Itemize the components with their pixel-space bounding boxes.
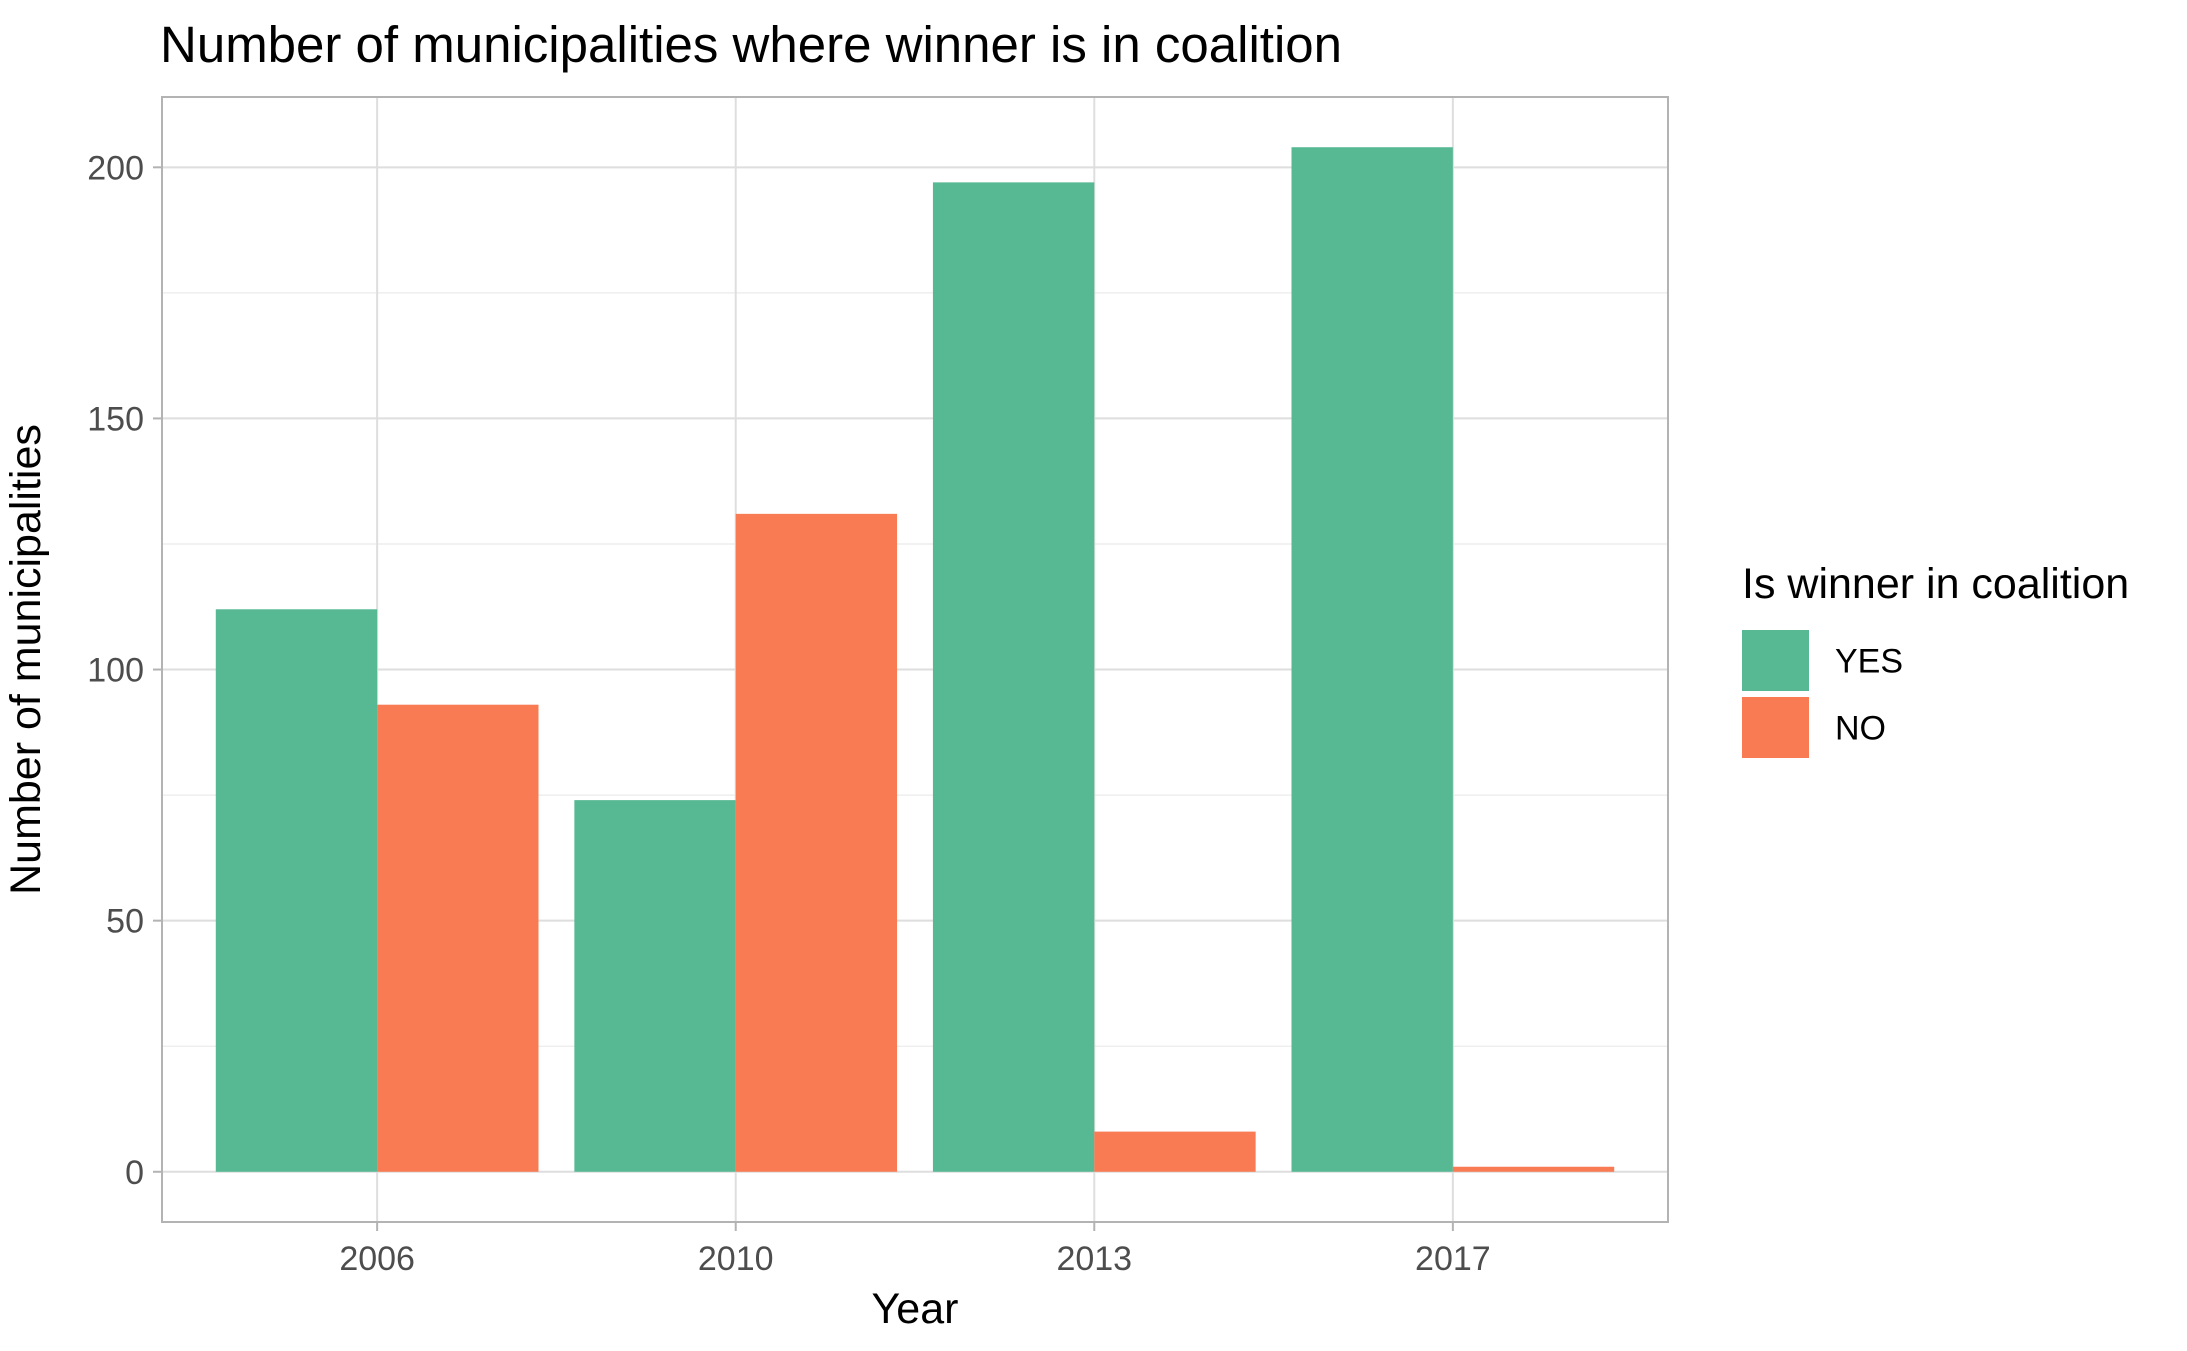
legend-label-no: NO — [1835, 710, 1886, 748]
x-tick-label: 2006 — [339, 1240, 415, 1278]
y-tick-label: 150 — [87, 400, 144, 438]
legend-title: Is winner in coalition — [1742, 560, 2129, 608]
y-tick-label: 200 — [87, 149, 144, 187]
y-tick-label: 0 — [125, 1154, 144, 1192]
bar-yes-2006 — [215, 609, 378, 1172]
bar-no-2013 — [1094, 1131, 1256, 1172]
bars — [215, 147, 1615, 1172]
legend-items: YES NO — [1742, 630, 1903, 758]
plot-panel — [161, 96, 1669, 1223]
bar-yes-2017 — [1291, 147, 1453, 1172]
x-tick-label: 2017 — [1415, 1240, 1491, 1278]
legend: Is winner in coalition YES NO — [1742, 560, 2129, 758]
chart-title: Number of municipalities where winner is… — [160, 16, 1342, 73]
bar-no-2010 — [735, 513, 898, 1172]
y-axis-title: Number of municipalities — [2, 424, 50, 895]
legend-label-yes: YES — [1835, 643, 1903, 681]
bar-yes-2010 — [574, 800, 736, 1172]
x-tick-label: 2013 — [1056, 1240, 1132, 1278]
y-tick-label: 100 — [87, 652, 144, 690]
legend-key-no — [1742, 697, 1809, 758]
legend-key-yes — [1742, 630, 1809, 691]
bar-yes-2013 — [932, 182, 1095, 1172]
x-axis: 2006 2010 2013 2017 — [339, 1222, 1491, 1278]
x-axis-title: Year — [872, 1285, 959, 1333]
bar-no-2017 — [1452, 1166, 1615, 1172]
y-tick-label: 50 — [106, 903, 144, 941]
bar-no-2006 — [377, 704, 539, 1172]
panel-border — [161, 96, 1669, 1223]
y-axis: 0 50 100 150 200 — [87, 149, 162, 1192]
x-tick-label: 2010 — [698, 1240, 774, 1278]
